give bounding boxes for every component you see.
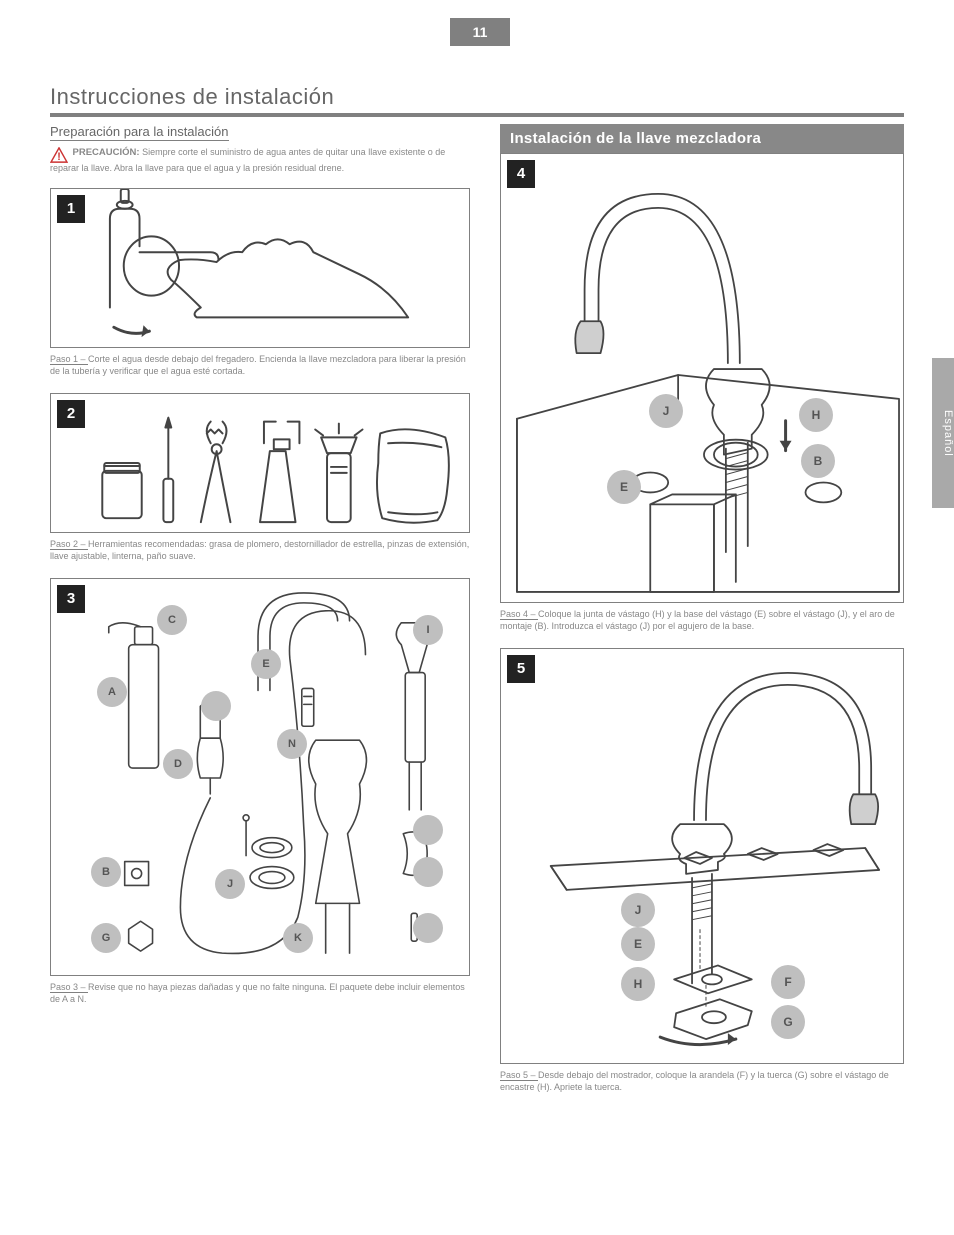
figure-2-caption-label: Paso 2 – — [50, 539, 88, 550]
figure-2: 2 — [50, 393, 470, 533]
callout-4-H: H — [799, 398, 833, 432]
install-subhead-bar: Instalación de la llave mezcladora — [500, 124, 904, 153]
callout-4-B: B — [801, 444, 835, 478]
figure-5-caption-text: Desde debajo del mostrador, coloque la a… — [500, 1070, 889, 1092]
warning-triangle-icon: ! — [50, 147, 68, 163]
figure-1-caption-label: Paso 1 – — [50, 354, 88, 365]
figure-3-caption: Paso 3 – Revise que no haya piezas dañad… — [50, 982, 470, 1005]
figure-1-number: 1 — [57, 195, 85, 223]
figure-3-caption-text: Revise que no haya piezas dañadas y que … — [50, 982, 465, 1004]
figure-1-illustration — [51, 189, 469, 347]
figure-4-caption-text: Coloque la junta de vástago (H) y la bas… — [500, 609, 895, 631]
callout-4-J: J — [649, 394, 683, 428]
figure-3-number: 3 — [57, 585, 85, 613]
figure-1-caption: Paso 1 – Corte el agua desde debajo del … — [50, 354, 470, 377]
callout-5-J: J — [621, 893, 655, 927]
page-number-box: 11 — [450, 18, 510, 46]
callout-5-H: H — [621, 967, 655, 1001]
figure-2-caption-text: Herramientas recomendadas: grasa de plom… — [50, 539, 469, 561]
figure-1: 1 — [50, 188, 470, 348]
figure-3: 3 — [50, 578, 470, 976]
figure-4-number: 4 — [507, 160, 535, 188]
caution-block: ! PRECAUCIÓN: Siempre corte el suministr… — [50, 147, 470, 174]
callout-5-G: G — [771, 1005, 805, 1039]
left-column: Preparación para la instalación ! PRECAU… — [50, 124, 470, 1021]
callout-5-F: F — [771, 965, 805, 999]
figure-2-number: 2 — [57, 400, 85, 428]
right-column: Instalación de la llave mezcladora 4 — [500, 124, 904, 1109]
figure-5-number: 5 — [507, 655, 535, 683]
figure-5-caption: Paso 5 – Desde debajo del mostrador, col… — [500, 1070, 904, 1093]
svg-text:!: ! — [57, 151, 61, 163]
caution-label: PRECAUCIÓN: — [73, 147, 140, 158]
figure-5-illustration — [501, 649, 903, 1063]
figure-2-illustration — [51, 394, 469, 532]
figure-5-caption-label: Paso 5 – — [500, 1070, 538, 1081]
figure-4-caption: Paso 4 – Coloque la junta de vástago (H)… — [500, 609, 904, 632]
figure-4: 4 — [500, 153, 904, 603]
language-side-tab: Español — [932, 358, 954, 508]
figure-4-caption-label: Paso 4 – — [500, 609, 538, 620]
figure-2-caption: Paso 2 – Herramientas recomendadas: gras… — [50, 539, 470, 562]
figure-4-illustration — [501, 154, 903, 602]
callout-5-E: E — [621, 927, 655, 961]
section-title: Instrucciones de instalación — [50, 66, 904, 114]
figure-3-caption-label: Paso 3 – — [50, 982, 88, 993]
figure-5: 5 — [500, 648, 904, 1064]
figure-1-caption-text: Corte el agua desde debajo del fregadero… — [50, 354, 466, 376]
section-rule — [50, 113, 904, 117]
figure-3-illustration — [51, 579, 469, 975]
callout-4-E: E — [607, 470, 641, 504]
prep-subhead: Preparación para la instalación — [50, 124, 229, 141]
